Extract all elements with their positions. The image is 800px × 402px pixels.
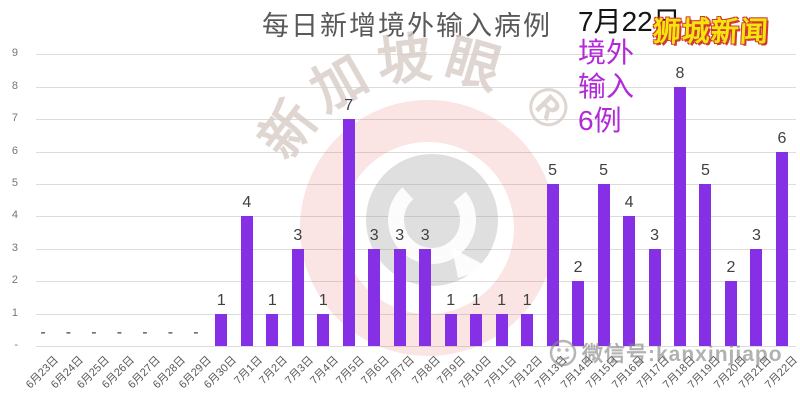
bar-value-label: - — [142, 324, 148, 341]
bar-value-label: 1 — [267, 291, 277, 309]
y-tick-label: - — [14, 339, 18, 351]
bar-value-label: 3 — [395, 226, 405, 244]
camera-icon — [388, 176, 476, 264]
annotation-line-3: 6例 — [578, 105, 622, 136]
bar — [240, 216, 253, 346]
bar-value-label: 5 — [599, 162, 608, 179]
gridline — [36, 184, 796, 185]
bar-value-label: 3 — [369, 226, 379, 244]
bar-value-label: 4 — [242, 194, 252, 212]
bar — [648, 248, 661, 346]
gridline — [36, 281, 796, 283]
bar — [266, 313, 279, 346]
bar — [521, 313, 534, 346]
bar — [495, 313, 508, 346]
chart-title: 每日新增境外输入病例 — [262, 11, 552, 41]
gridline — [36, 346, 796, 347]
bar-value-label: 4 — [624, 194, 634, 212]
y-tick-label: 6 — [11, 144, 18, 157]
bar — [368, 248, 381, 346]
bar-value-label: - — [91, 324, 97, 341]
bar — [342, 119, 355, 346]
bar — [724, 281, 737, 346]
bar-value-label: 5 — [548, 162, 558, 179]
wechat-watermark: 微信号:kanxinjiapo — [548, 338, 783, 368]
gridline — [36, 86, 796, 88]
y-tick-label: 5 — [11, 177, 18, 189]
bar — [419, 248, 432, 346]
bar-value-label: - — [40, 324, 46, 341]
bar-value-label: 1 — [216, 291, 226, 309]
bar — [623, 216, 636, 346]
bar — [291, 248, 304, 346]
y-tick-label: 7 — [11, 112, 18, 125]
bar — [470, 313, 483, 346]
bar-value-label: - — [193, 324, 199, 341]
bar — [546, 184, 559, 346]
wechat-logo-icon — [549, 339, 577, 367]
bar-value-label: 1 — [471, 291, 481, 309]
y-tick-label: 9 — [11, 47, 18, 60]
bar-value-label: 1 — [318, 291, 328, 309]
wechat-id-text: 微信号:kanxinjiapo — [582, 343, 783, 366]
bar — [572, 281, 585, 346]
bar — [674, 86, 686, 346]
bar-value-label: 1 — [522, 291, 532, 309]
bar — [215, 313, 228, 346]
bar-value-label: 3 — [751, 226, 761, 244]
brand-badge: 狮城新闻 — [652, 16, 770, 47]
bar-value-label: 2 — [726, 259, 736, 277]
bar-value-label: 3 — [420, 226, 430, 244]
bar-value-label: 2 — [573, 259, 583, 277]
bar — [597, 184, 610, 346]
bar — [699, 184, 712, 346]
bar-value-label: 1 — [446, 291, 456, 309]
date-annotation: 7月22日 — [578, 6, 681, 37]
annotation-line-2: 输入 — [578, 71, 635, 102]
bar — [317, 313, 330, 346]
annotation-line-1: 境外 — [578, 37, 635, 68]
y-tick-label: 3 — [11, 241, 18, 254]
bar — [444, 313, 457, 346]
bar-value-label: - — [65, 324, 72, 341]
bar-value-label: 3 — [650, 226, 659, 244]
y-tick-label: 2 — [11, 274, 18, 287]
bar-value-label: - — [167, 324, 174, 341]
bar — [775, 151, 788, 346]
gridline — [36, 216, 796, 218]
camera-icon-wedge — [452, 248, 490, 278]
bar — [750, 248, 763, 346]
bar-value-label: 6 — [777, 129, 787, 147]
bar-value-label: 3 — [293, 226, 303, 244]
y-tick-label: 8 — [11, 79, 18, 92]
y-tick-label: 1 — [11, 306, 18, 319]
bar-value-label: 8 — [675, 64, 685, 82]
y-tick-label: 4 — [11, 209, 18, 222]
bar-value-label: - — [116, 324, 123, 341]
gridline — [36, 151, 796, 153]
gridline — [36, 119, 796, 121]
imported-cases-annotation: 境外 输入 6例 — [578, 36, 634, 138]
bar — [393, 248, 406, 346]
gridline — [36, 54, 796, 56]
gridline — [36, 313, 796, 315]
bar-value-label: 1 — [497, 291, 507, 309]
bar-value-label: 5 — [701, 162, 710, 179]
bar-value-label: 7 — [344, 97, 354, 115]
